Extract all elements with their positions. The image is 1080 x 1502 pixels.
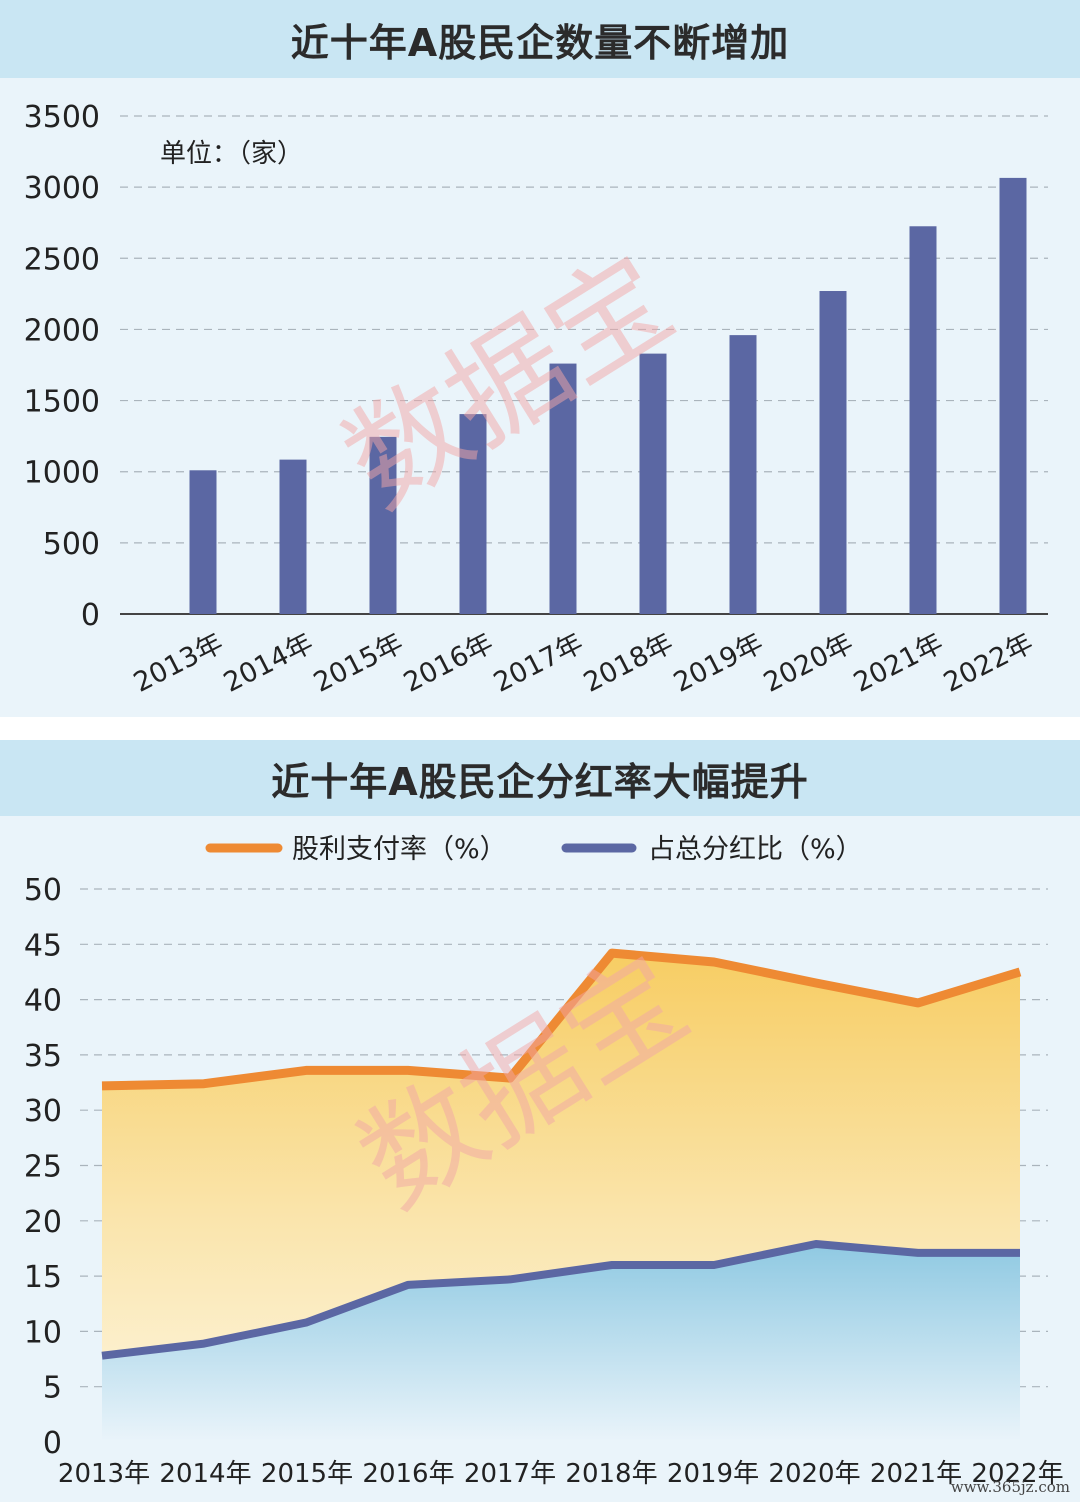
- x-tick-label: 2015年: [261, 1459, 353, 1489]
- x-tick-label: 2015年: [309, 628, 408, 699]
- x-tick-label: 2019年: [667, 1459, 759, 1489]
- watermark-text: 数据宝: [322, 229, 695, 534]
- x-tick-label: 2016年: [399, 628, 498, 699]
- x-tick-label: 2019年: [669, 628, 768, 699]
- chart2-title-bar: 近十年A股民企分红率大幅提升: [0, 740, 1080, 816]
- bar-2017年: [549, 363, 577, 614]
- x-tick-label: 2022年: [939, 628, 1038, 699]
- x-tick-label: 2013年: [129, 628, 228, 699]
- x-tick-label: 2017年: [464, 1459, 556, 1489]
- y-tick-label: 1500: [24, 385, 100, 420]
- y-tick-label: 2500: [24, 242, 100, 277]
- y-tick-label: 30: [24, 1094, 62, 1129]
- y-tick-label: 3000: [24, 171, 100, 206]
- y-tick-label: 1000: [24, 456, 100, 491]
- share-line: [101, 1240, 1020, 1360]
- bar-2014年: [279, 459, 307, 614]
- dividend-rate-area-chart: 0 5 10 15 20 25 30 35 40 45 50 2013年 2014年 2015年 2016…: [24, 834, 1070, 1496]
- y-tick-label: 45: [24, 928, 62, 963]
- y-tick-label: 20: [24, 1205, 62, 1240]
- x-tick-label: 2021年: [870, 1459, 962, 1489]
- bar-2016年: [459, 414, 487, 614]
- chart2-title: 近十年A股民企分红率大幅提升: [271, 759, 809, 804]
- x-tick-label: 2018年: [579, 628, 678, 699]
- y-tick-label: 35: [24, 1039, 62, 1074]
- unit-label: 单位：（家）: [160, 139, 303, 169]
- y-tick-label: 5: [43, 1371, 62, 1406]
- x-tick-label: 2013年: [58, 1459, 150, 1489]
- x-tick-label: 2018年: [565, 1459, 657, 1489]
- x-tick-label: 2020年: [759, 628, 858, 699]
- x-tick-label: 2017年: [489, 628, 588, 699]
- y-tick-label: 0: [81, 598, 100, 633]
- chart1-title: 近十年A股民企数量不断增加: [290, 20, 790, 65]
- bar-2022年: [999, 177, 1027, 614]
- share-area: [102, 1244, 1020, 1442]
- x-tick-label: 2021年: [849, 628, 948, 699]
- x-tick-label: 2014年: [219, 628, 318, 699]
- y-tick-label: 40: [24, 984, 62, 1019]
- dividend-rate-panel: 近十年A股民企分红率大幅提升 0 5 10 15 20 25 30 35 40 45 50 2013…: [0, 740, 1080, 1502]
- company-count-panel: 近十年A股民企数量不断增加 0 500 1000 1500 2000 2500 3000 35…: [0, 0, 1080, 717]
- x-tick-label: 2022年: [971, 1459, 1063, 1489]
- chart1-title-bar: 近十年A股民企数量不断增加: [0, 0, 1080, 78]
- y-tick-label: 15: [24, 1260, 62, 1295]
- y-tick-label: 10: [24, 1315, 62, 1350]
- x-tick-label: 2020年: [768, 1459, 860, 1489]
- y-tick-label: 500: [43, 527, 100, 562]
- bar-2015年: [369, 436, 397, 614]
- y-tick-label: 2000: [24, 313, 100, 348]
- y-tick-label: 3500: [24, 100, 100, 135]
- bar-2018年: [639, 353, 667, 614]
- payout-line: [101, 948, 1022, 1091]
- legend-label-payout: 股利支付率（%）: [292, 834, 507, 865]
- bar-2019年: [729, 335, 757, 614]
- bar-2021年: [909, 226, 937, 614]
- bar-2013年: [189, 470, 217, 614]
- y-tick-label: 0: [43, 1426, 62, 1461]
- y-tick-label: 50: [24, 873, 62, 908]
- x-tick-label: 2014年: [159, 1459, 251, 1489]
- legend-label-share: 占总分红比（%）: [648, 834, 863, 865]
- y-tick-label: 25: [24, 1150, 62, 1185]
- legend: 股利支付率（%） 占总分红比（%）: [205, 834, 863, 865]
- x-tick-label: 2016年: [362, 1459, 454, 1489]
- bar-2020年: [819, 291, 847, 614]
- site-watermark: www.365jz.com: [951, 1478, 1070, 1496]
